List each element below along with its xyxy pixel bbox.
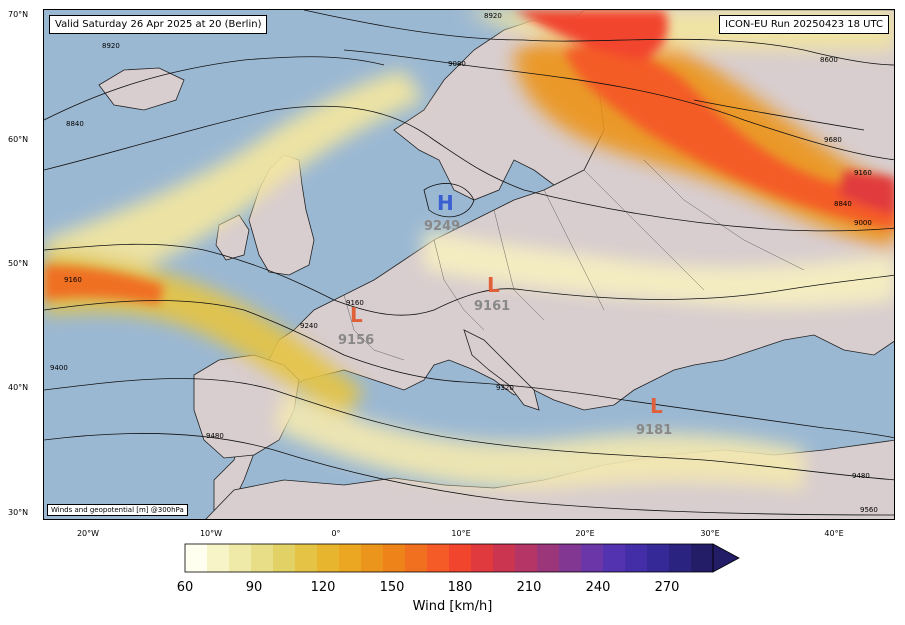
map-canvas: 8600 8840 8840 8920 8920 9080 9000 9160 …: [44, 10, 894, 519]
colorbar-segment: [273, 544, 296, 572]
colorbar-tick: 90: [245, 580, 263, 595]
colorbar-segment: [603, 544, 626, 572]
colorbar-segment: [515, 544, 538, 572]
lat-label: 60°N: [8, 135, 29, 144]
colorbar-tick: 210: [516, 580, 542, 595]
contour-label: 9560: [860, 506, 878, 514]
contour-label: 9680: [824, 136, 842, 144]
lon-label: 0°: [331, 529, 341, 538]
land-iceland: [98, 67, 185, 111]
wind-band-atlantic: [44, 70, 424, 310]
colorbar-segment: [493, 544, 516, 572]
low-center-value: 9181: [636, 423, 672, 438]
product-label: Winds and geopotential [m] @300hPa: [47, 504, 188, 516]
lon-label: 10°E: [451, 529, 471, 538]
colorbar-segment: [405, 544, 428, 572]
contour-label: 9240: [300, 322, 318, 330]
low-center-value: 9161: [474, 299, 510, 314]
colorbar-segment: [691, 544, 714, 572]
colorbar-segment: [207, 544, 230, 572]
colorbar-segment: [383, 544, 406, 572]
jet-core-east-edge: [839, 170, 894, 215]
colorbar-segment: [559, 544, 582, 572]
pressure-centers: H 9249 L 9161 L 9156 L 9181: [338, 191, 672, 438]
contour-label: 8840: [834, 200, 852, 208]
colorbar-tick: 150: [379, 580, 405, 595]
colorbar-segment: [251, 544, 274, 572]
colorbar-segment: [185, 544, 208, 572]
colorbar-segment: [229, 544, 252, 572]
contour-label: 9080: [448, 60, 466, 68]
colorbar-segment: [669, 544, 692, 572]
colorbar-segment: [317, 544, 340, 572]
colorbar-tick: 180: [447, 580, 473, 595]
contour-labels: 8600 8840 8840 8920 8920 9080 9000 9160 …: [50, 12, 878, 514]
geopotential-contours: [44, 10, 894, 516]
lon-label: 20°E: [575, 529, 595, 538]
lon-label: 40°E: [824, 529, 844, 538]
lat-label: 40°N: [8, 383, 29, 392]
contour-label: 9000: [854, 219, 872, 227]
colorbar-segment: [581, 544, 604, 572]
contour-label: 8840: [66, 120, 84, 128]
lon-label: 10°W: [199, 529, 223, 538]
contour-label: 8920: [484, 12, 502, 20]
contour-label: 9320: [496, 384, 514, 392]
high-center-value: 9249: [424, 219, 460, 234]
lat-label: 30°N: [8, 508, 29, 517]
low-center-value: 9156: [338, 333, 374, 348]
colorbar-segment: [361, 544, 384, 572]
colorbar-segment: [295, 544, 318, 572]
land-ireland: [215, 214, 250, 261]
jet-core-west: [44, 265, 164, 305]
contour-label: 9160: [346, 299, 364, 307]
wind-colorbar: [184, 543, 740, 573]
colorbar-extend-arrow: [712, 543, 740, 573]
colorbar-tick: 60: [176, 580, 194, 595]
colorbar-segment: [647, 544, 670, 572]
colorbar-tick: 120: [310, 580, 336, 595]
lon-label: 20°W: [76, 529, 100, 538]
low-center-marker: L: [487, 273, 500, 297]
contour-label: 9480: [206, 432, 224, 440]
contour-label: 9480: [852, 472, 870, 480]
colorbar-segment: [625, 544, 648, 572]
lon-label: 30°E: [700, 529, 720, 538]
colorbar-title: Wind [km/h]: [412, 599, 493, 614]
high-center-marker: H: [437, 191, 454, 215]
valid-time-label: Valid Saturday 26 Apr 2025 at 20 (Berlin…: [49, 15, 268, 34]
lat-label: 50°N: [8, 259, 29, 268]
contour-label: 9160: [854, 169, 872, 177]
colorbar-segment: [471, 544, 494, 572]
colorbar-tick: 240: [585, 580, 611, 595]
wind-band-south: [274, 390, 804, 490]
contour-label: 9160: [64, 276, 82, 284]
contour-label: 8600: [820, 56, 838, 64]
lat-label: 70°N: [8, 10, 29, 19]
contour-label: 8920: [102, 42, 120, 50]
colorbar-segment: [537, 544, 560, 572]
colorbar-tick: 270: [654, 580, 680, 595]
colorbar-segment: [449, 544, 472, 572]
jet-core-north: [514, 10, 668, 60]
model-run-label: ICON-EU Run 20250423 18 UTC: [719, 15, 889, 34]
border-lines: [343, 159, 805, 361]
colorbar-segment: [339, 544, 362, 572]
low-center-marker: L: [350, 303, 363, 327]
colorbar-segment: [427, 544, 450, 572]
wind-band-mid: [424, 230, 894, 308]
weather-map: 8600 8840 8840 8920 8920 9080 9000 9160 …: [43, 9, 895, 520]
colorbar-border: [184, 543, 714, 573]
low-center-marker: L: [650, 394, 663, 418]
wind-shading-layer: [44, 10, 894, 490]
contour-label: 9400: [50, 364, 68, 372]
land-italy: [463, 329, 540, 411]
